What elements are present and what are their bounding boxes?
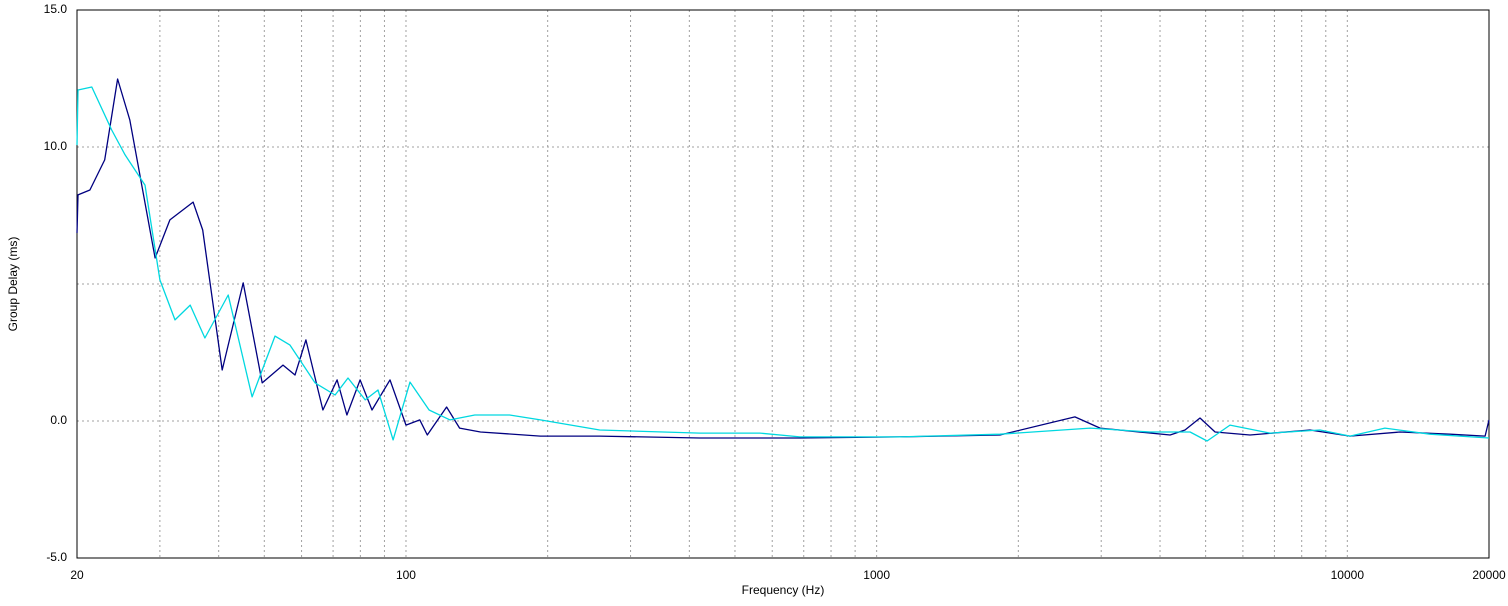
series-line — [76, 86, 1490, 442]
x-tick-label: 10000 — [1331, 568, 1365, 582]
y-tick-label: 15.0 — [44, 2, 68, 16]
series-line — [76, 78, 1490, 439]
plot-frame — [76, 9, 1490, 559]
y-tick-label: -5.0 — [46, 550, 67, 564]
x-tick-label: 20000 — [1472, 568, 1506, 582]
y-axis-label: Group Delay (ms) — [6, 237, 20, 332]
y-tick-label: 10.0 — [44, 139, 68, 153]
x-axis-label: Frequency (Hz) — [742, 583, 825, 597]
x-tick-label: 20 — [70, 568, 84, 582]
x-tick-label: 100 — [396, 568, 416, 582]
x-tick-label: 1000 — [863, 568, 890, 582]
y-tick-label: 0.0 — [50, 413, 67, 427]
